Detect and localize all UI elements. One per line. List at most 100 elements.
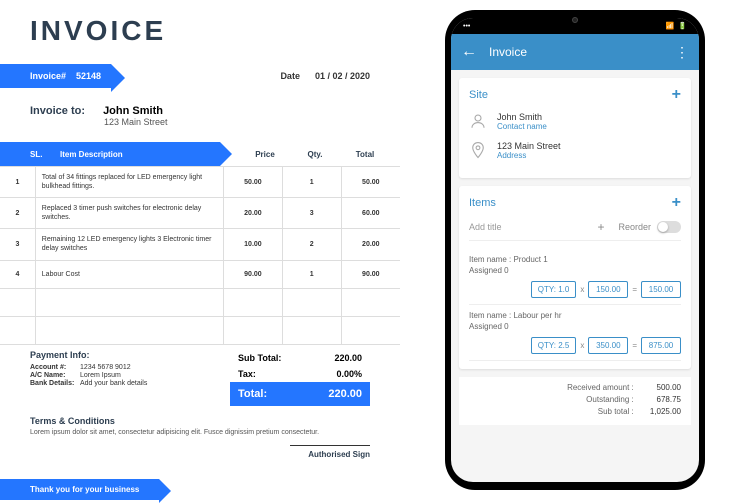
location-icon bbox=[469, 141, 487, 159]
bank-value: Add your bank details bbox=[80, 380, 147, 387]
cell-sl: 1 bbox=[0, 167, 35, 198]
cell-qty: 2 bbox=[282, 229, 341, 260]
cell-total: 60.00 bbox=[341, 198, 400, 229]
col-qty: Qty. bbox=[290, 150, 340, 159]
menu-button[interactable]: ⋮ bbox=[675, 44, 689, 61]
invoice-number: 52148 bbox=[76, 71, 101, 81]
phone-screen: ••• 📶 🔋 ← Invoice ⋮ Site + bbox=[451, 18, 699, 482]
address-value: 123 Main Street bbox=[497, 141, 561, 151]
cell-qty bbox=[282, 316, 341, 344]
cell-price: 10.00 bbox=[224, 229, 283, 260]
app-bar: ← Invoice ⋮ bbox=[451, 34, 699, 70]
site-contact-row[interactable]: John Smith Contact name bbox=[469, 112, 681, 131]
site-address-row[interactable]: 123 Main Street Address bbox=[469, 141, 681, 160]
person-icon bbox=[469, 112, 487, 130]
item-name-row: Item name : Labour per hr bbox=[469, 311, 681, 320]
invoice-to-block: Invoice to: John Smith 123 Main Street bbox=[0, 90, 400, 142]
item-block[interactable]: Item name : Labour per hr Assigned 0 QTY… bbox=[469, 305, 681, 361]
terms-block: Terms & Conditions Lorem ipsum dolor sit… bbox=[0, 406, 400, 436]
reorder-label: Reorder bbox=[618, 222, 651, 232]
reorder-toggle[interactable] bbox=[657, 221, 681, 233]
table-row: 3 Remaining 12 LED emergency lights 3 El… bbox=[0, 229, 400, 260]
table-row: 2 Replaced 3 timer push switches for ele… bbox=[0, 198, 400, 229]
account-value: 1234 5678 9012 bbox=[80, 364, 131, 371]
phone-notch bbox=[550, 14, 600, 26]
back-button[interactable]: ← bbox=[461, 43, 477, 61]
cell-total: 90.00 bbox=[341, 260, 400, 288]
cell-qty: 1 bbox=[282, 167, 341, 198]
qty-box[interactable]: QTY: 2.5 bbox=[531, 337, 577, 354]
items-card: Items + Add title + Reorder Item name : … bbox=[459, 186, 691, 369]
cell-desc: Replaced 3 timer push switches for elect… bbox=[35, 198, 223, 229]
outstanding-value: 678.75 bbox=[636, 395, 681, 404]
line-total-box: 150.00 bbox=[641, 281, 681, 298]
add-title-button[interactable]: + bbox=[597, 220, 604, 234]
cell-price bbox=[224, 316, 283, 344]
rate-box[interactable]: 350.00 bbox=[588, 337, 628, 354]
table-row bbox=[0, 288, 400, 316]
col-price: Price bbox=[240, 150, 290, 159]
footer-banner: Thank you for your business bbox=[0, 479, 159, 500]
subtotal-value: 220.00 bbox=[334, 353, 362, 363]
app-body[interactable]: Site + John Smith Contact name 123 Ma bbox=[451, 70, 699, 482]
terms-title: Terms & Conditions bbox=[30, 416, 370, 426]
cell-desc bbox=[35, 288, 223, 316]
bank-label: Bank Details: bbox=[30, 380, 80, 387]
cell-total bbox=[341, 288, 400, 316]
qty-row: QTY: 2.5 x 350.00 = 875.00 bbox=[469, 337, 681, 354]
invoice-to-label: Invoice to: bbox=[30, 105, 100, 117]
table-header: SL. Item Description Price Qty. Total bbox=[0, 142, 400, 166]
contact-name-hint: Contact name bbox=[497, 122, 547, 131]
signature-block: Authorised Sign bbox=[0, 441, 400, 459]
add-title-input[interactable]: Add title bbox=[469, 222, 591, 232]
site-label: Site bbox=[469, 89, 488, 101]
wifi-icon: 📶 bbox=[666, 22, 675, 30]
item-assigned-row: Assigned 0 bbox=[469, 266, 681, 275]
totals-section: Payment Info: Account #:1234 5678 9012 A… bbox=[0, 350, 400, 406]
cell-total bbox=[341, 316, 400, 344]
app-title: Invoice bbox=[489, 45, 675, 59]
totals-column: Sub Total:220.00 Tax:0.00% Total:220.00 bbox=[230, 350, 370, 406]
col-desc: Item Description bbox=[60, 150, 123, 159]
cell-sl bbox=[0, 316, 35, 344]
summary-block: Received amount : 500.00 Outstanding : 6… bbox=[459, 377, 691, 425]
invoice-date-group: Date 01 / 02 / 2020 bbox=[280, 71, 400, 81]
received-value: 500.00 bbox=[636, 383, 681, 392]
add-site-button[interactable]: + bbox=[672, 86, 681, 104]
tax-label: Tax: bbox=[238, 369, 256, 379]
battery-icon: 🔋 bbox=[678, 22, 687, 30]
payment-info: Payment Info: Account #:1234 5678 9012 A… bbox=[30, 350, 147, 406]
cell-sl: 4 bbox=[0, 260, 35, 288]
terms-text: Lorem ipsum dolor sit amet, consectetur … bbox=[30, 429, 370, 436]
invoice-to-name: John Smith bbox=[103, 105, 163, 117]
rate-box[interactable]: 150.00 bbox=[588, 281, 628, 298]
qty-box[interactable]: QTY: 1.0 bbox=[531, 281, 577, 298]
invoice-to-address: 123 Main Street bbox=[104, 117, 370, 127]
cell-price: 50.00 bbox=[224, 167, 283, 198]
multiply-icon: x bbox=[580, 285, 584, 294]
add-item-button[interactable]: + bbox=[672, 194, 681, 212]
subtotal-label: Sub Total: bbox=[238, 353, 281, 363]
phone-container: ••• 📶 🔋 ← Invoice ⋮ Site + bbox=[400, 0, 750, 500]
site-card: Site + John Smith Contact name 123 Ma bbox=[459, 78, 691, 178]
item-block[interactable]: Item name : Product 1 Assigned 0 QTY: 1.… bbox=[469, 249, 681, 305]
cell-price: 90.00 bbox=[224, 260, 283, 288]
date-label: Date bbox=[280, 71, 300, 81]
item-assigned-row: Assigned 0 bbox=[469, 322, 681, 331]
cell-total: 20.00 bbox=[341, 229, 400, 260]
invoice-number-label: Invoice# bbox=[30, 71, 66, 81]
cell-qty: 3 bbox=[282, 198, 341, 229]
cell-desc: Remaining 12 LED emergency lights 3 Elec… bbox=[35, 229, 223, 260]
table-row bbox=[0, 316, 400, 344]
equals-icon: = bbox=[632, 341, 637, 350]
date-value: 01 / 02 / 2020 bbox=[315, 71, 370, 81]
status-left: ••• bbox=[463, 23, 470, 30]
cell-desc bbox=[35, 316, 223, 344]
received-label: Received amount : bbox=[567, 383, 634, 392]
ac-name-value: Lorem Ipsum bbox=[80, 372, 121, 379]
qty-row: QTY: 1.0 x 150.00 = 150.00 bbox=[469, 281, 681, 298]
items-controls: Add title + Reorder bbox=[469, 220, 681, 241]
cell-sl bbox=[0, 288, 35, 316]
cell-desc: Labour Cost bbox=[35, 260, 223, 288]
multiply-icon: x bbox=[580, 341, 584, 350]
